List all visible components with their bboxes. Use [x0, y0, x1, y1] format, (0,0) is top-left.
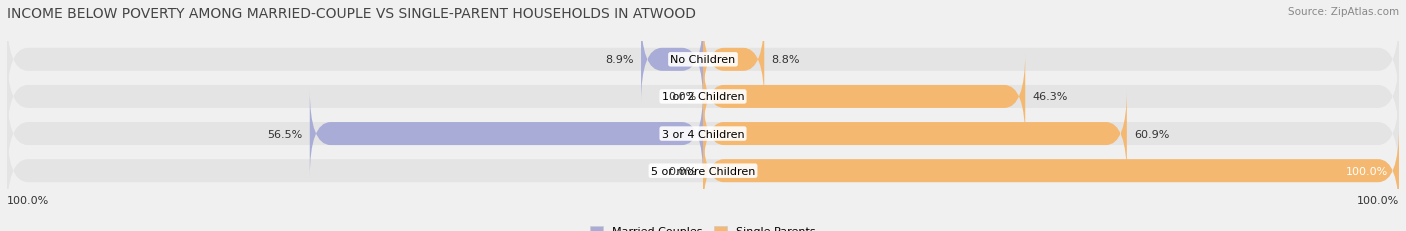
Text: 100.0%: 100.0%: [7, 195, 49, 205]
Text: 8.9%: 8.9%: [606, 55, 634, 65]
Text: 5 or more Children: 5 or more Children: [651, 166, 755, 176]
Text: 1 or 2 Children: 1 or 2 Children: [662, 92, 744, 102]
FancyBboxPatch shape: [7, 127, 1399, 215]
FancyBboxPatch shape: [703, 127, 1399, 215]
Text: 0.0%: 0.0%: [668, 92, 696, 102]
FancyBboxPatch shape: [641, 16, 703, 104]
FancyBboxPatch shape: [309, 90, 703, 178]
Text: 100.0%: 100.0%: [1346, 166, 1388, 176]
FancyBboxPatch shape: [703, 90, 1126, 178]
FancyBboxPatch shape: [7, 16, 1399, 104]
Text: 56.5%: 56.5%: [267, 129, 302, 139]
Legend: Married Couples, Single Parents: Married Couples, Single Parents: [591, 225, 815, 231]
Text: 100.0%: 100.0%: [1357, 195, 1399, 205]
Text: INCOME BELOW POVERTY AMONG MARRIED-COUPLE VS SINGLE-PARENT HOUSEHOLDS IN ATWOOD: INCOME BELOW POVERTY AMONG MARRIED-COUPL…: [7, 7, 696, 21]
Text: 46.3%: 46.3%: [1032, 92, 1067, 102]
FancyBboxPatch shape: [7, 90, 1399, 178]
Text: 60.9%: 60.9%: [1133, 129, 1170, 139]
Text: 0.0%: 0.0%: [668, 166, 696, 176]
FancyBboxPatch shape: [7, 53, 1399, 141]
Text: 8.8%: 8.8%: [772, 55, 800, 65]
Text: No Children: No Children: [671, 55, 735, 65]
FancyBboxPatch shape: [703, 53, 1025, 141]
Text: Source: ZipAtlas.com: Source: ZipAtlas.com: [1288, 7, 1399, 17]
Text: 3 or 4 Children: 3 or 4 Children: [662, 129, 744, 139]
FancyBboxPatch shape: [703, 16, 765, 104]
